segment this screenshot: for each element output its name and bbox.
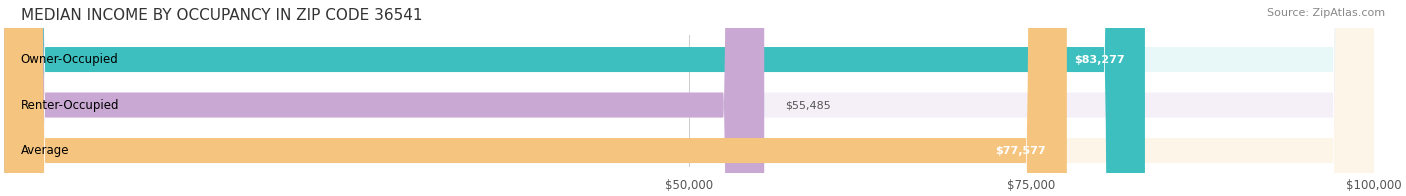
Text: Average: Average: [21, 144, 69, 157]
Text: $55,485: $55,485: [785, 100, 831, 110]
Text: $77,577: $77,577: [995, 145, 1046, 156]
FancyBboxPatch shape: [4, 0, 1067, 196]
FancyBboxPatch shape: [4, 0, 1374, 196]
FancyBboxPatch shape: [4, 0, 765, 196]
FancyBboxPatch shape: [4, 0, 1374, 196]
Text: MEDIAN INCOME BY OCCUPANCY IN ZIP CODE 36541: MEDIAN INCOME BY OCCUPANCY IN ZIP CODE 3…: [21, 8, 423, 23]
Text: $83,277: $83,277: [1074, 54, 1125, 64]
Text: Owner-Occupied: Owner-Occupied: [21, 53, 118, 66]
FancyBboxPatch shape: [4, 0, 1144, 196]
Text: Source: ZipAtlas.com: Source: ZipAtlas.com: [1267, 8, 1385, 18]
FancyBboxPatch shape: [4, 0, 1374, 196]
Text: Renter-Occupied: Renter-Occupied: [21, 99, 120, 112]
